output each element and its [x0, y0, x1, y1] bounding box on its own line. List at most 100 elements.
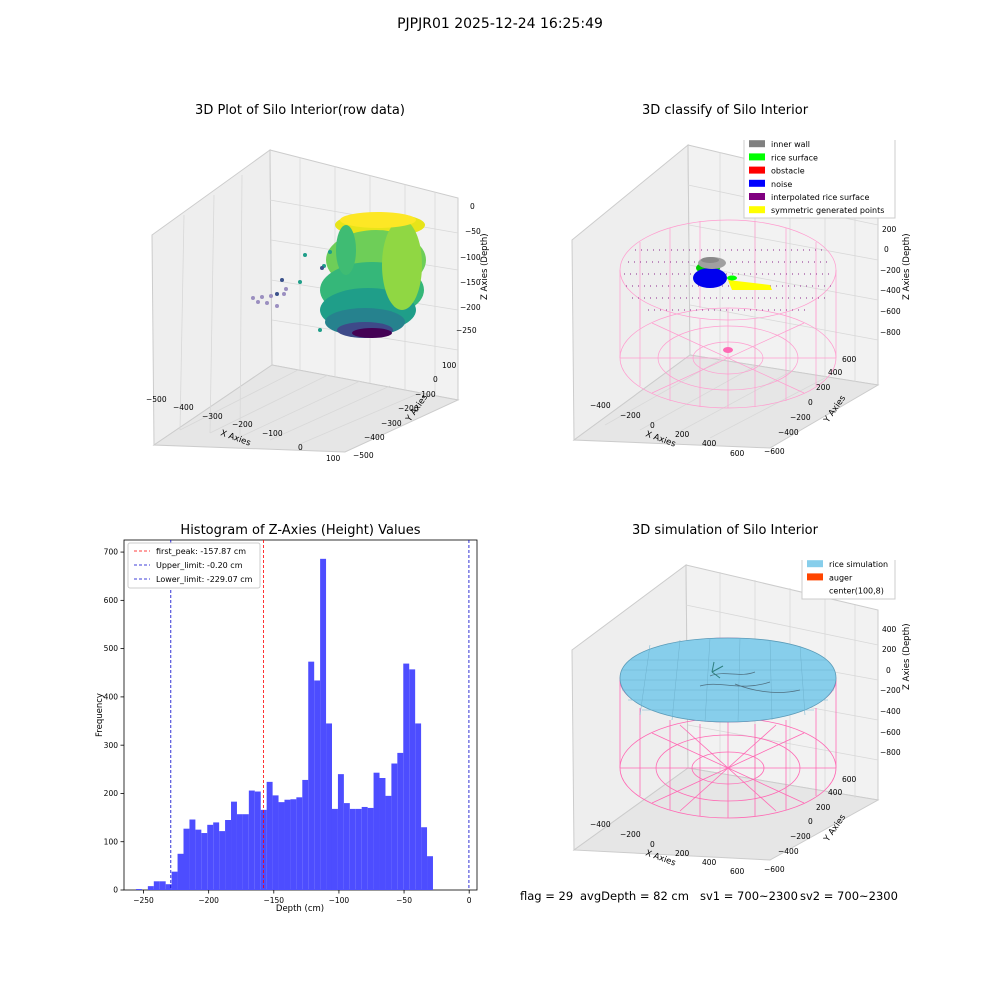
- histogram-bar: [242, 814, 249, 890]
- classify-point-clusters: [693, 257, 772, 290]
- svg-text:400: 400: [828, 368, 843, 377]
- svg-text:100: 100: [442, 361, 457, 370]
- legend-label: symmetric generated points: [771, 206, 884, 215]
- histogram-y-tick-label: 700: [104, 548, 119, 557]
- svg-text:−150: −150: [460, 278, 481, 287]
- histogram-bar: [219, 831, 226, 890]
- histogram-bar: [278, 802, 285, 890]
- svg-text:−600: −600: [880, 728, 901, 737]
- classify-x-ticks: −400 −200 0 200 400 600: [590, 401, 745, 458]
- classify-y-ticks: 600 400 200 0 −200 −400 −600: [764, 355, 857, 456]
- raw-z-label: Z Axies (Depth): [480, 233, 490, 300]
- histogram-bar: [290, 799, 297, 890]
- svg-text:−300: −300: [202, 412, 223, 421]
- histogram-bar: [225, 820, 232, 890]
- classify-z-label: Z Axies (Depth): [902, 233, 912, 300]
- svg-text:−50: −50: [465, 227, 481, 236]
- svg-text:200: 200: [816, 803, 831, 812]
- svg-text:−200: −200: [880, 686, 901, 695]
- svg-text:−800: −800: [880, 748, 901, 757]
- histogram-x-tick-label: 0: [467, 896, 472, 905]
- histogram-bar: [231, 801, 237, 890]
- histogram-bar: [361, 806, 368, 890]
- svg-text:−400: −400: [778, 847, 799, 856]
- svg-text:0: 0: [886, 666, 891, 675]
- histogram-bar: [355, 808, 362, 890]
- histogram-legend-items: first_peak: -157.87 cm Upper_limit: -0.20…: [134, 547, 253, 584]
- histogram-bar: [236, 814, 243, 890]
- histogram-bar: [171, 871, 178, 890]
- histogram-bar: [343, 803, 350, 890]
- histogram-bar: [308, 661, 315, 890]
- histogram-y-tick-label: 200: [104, 789, 119, 798]
- classify-interpolated-grid: [624, 249, 834, 311]
- svg-text:400: 400: [882, 625, 897, 634]
- simulation-z-ticks: 400 200 0 −200 −400 −600 −800: [880, 625, 901, 757]
- simulation-z-label: Z Axies (Depth): [902, 623, 912, 690]
- histogram-bar: [427, 856, 433, 890]
- classify-plot-title: 3D classify of Silo Interior: [641, 103, 809, 118]
- histogram-bar: [213, 822, 220, 890]
- histogram-x-tick-label: −100: [329, 896, 350, 905]
- legend-swatch: [749, 206, 765, 214]
- histogram-bar: [201, 833, 208, 890]
- status-avg-depth: avgDepth = 82 cm: [580, 889, 689, 903]
- histogram-bar: [391, 763, 398, 890]
- svg-text:0: 0: [650, 840, 655, 849]
- histogram-bar: [337, 774, 344, 890]
- svg-text:400: 400: [702, 858, 717, 867]
- histogram-bar: [260, 809, 267, 890]
- svg-text:−800: −800: [880, 328, 901, 337]
- svg-text:200: 200: [882, 645, 897, 654]
- svg-text:−200: −200: [620, 411, 641, 420]
- classify-z-ticks: 200 0 −200 −400 −600 −800: [880, 225, 901, 337]
- simulation-auger: [711, 661, 724, 679]
- histogram-y-tick-label: 500: [104, 644, 119, 653]
- histogram-bar: [177, 853, 184, 890]
- raw-3d-plot[interactable]: −500 −400 −300 −200 −100 0 100 X Axies 1…: [140, 140, 500, 470]
- legend-label: auger: [829, 573, 853, 582]
- legend-swatch: [807, 560, 823, 568]
- legend-label: inner wall: [771, 140, 810, 149]
- svg-text:−250: −250: [456, 326, 477, 335]
- legend-label: obstacle: [771, 167, 805, 176]
- status-sv1: sv1 = 700~2300: [700, 889, 798, 903]
- svg-text:0: 0: [884, 245, 889, 254]
- raw-point-cloud: [251, 212, 426, 338]
- svg-text:600: 600: [842, 355, 857, 364]
- legend-swatch: [807, 573, 823, 581]
- histogram-bar: [349, 808, 356, 890]
- histogram-legend: [127, 542, 261, 589]
- histogram-chart[interactable]: −250 −200 −150 −100 −50 0 0 100 200 300 400 500 600…: [0, 530, 500, 920]
- simulation-x-ticks: −400 −200 0 200 400 600: [590, 820, 745, 876]
- legend-swatch: [749, 153, 765, 161]
- svg-text:−500: −500: [353, 451, 374, 460]
- svg-text:−400: −400: [590, 401, 611, 410]
- svg-text:600: 600: [842, 775, 857, 784]
- legend-label: interpolated rice surface: [771, 193, 869, 202]
- svg-text:−100: −100: [262, 429, 283, 438]
- svg-text:200: 200: [882, 225, 897, 234]
- histogram-legend-label: Upper_limit: -0.20 cm: [156, 561, 243, 570]
- histogram-x-tick-label: −150: [263, 896, 284, 905]
- svg-text:−300: −300: [381, 419, 402, 428]
- legend-swatch: [749, 166, 765, 174]
- histogram-bar: [415, 723, 422, 890]
- histogram-bar: [195, 829, 202, 890]
- histogram-y-tick-label: 0: [113, 886, 118, 895]
- classify-silo-wireframe: [619, 219, 837, 409]
- svg-text:−200: −200: [790, 832, 811, 841]
- svg-text:0: 0: [298, 443, 303, 452]
- histogram-bar: [331, 808, 338, 890]
- histogram-bar: [189, 819, 196, 890]
- histogram-bar: [159, 881, 166, 890]
- svg-text:−600: −600: [880, 307, 901, 316]
- svg-text:−200: −200: [398, 404, 419, 413]
- histogram-bar: [326, 723, 332, 890]
- svg-text:−400: −400: [778, 428, 799, 437]
- svg-text:600: 600: [730, 449, 745, 458]
- svg-text:−400: −400: [880, 286, 901, 295]
